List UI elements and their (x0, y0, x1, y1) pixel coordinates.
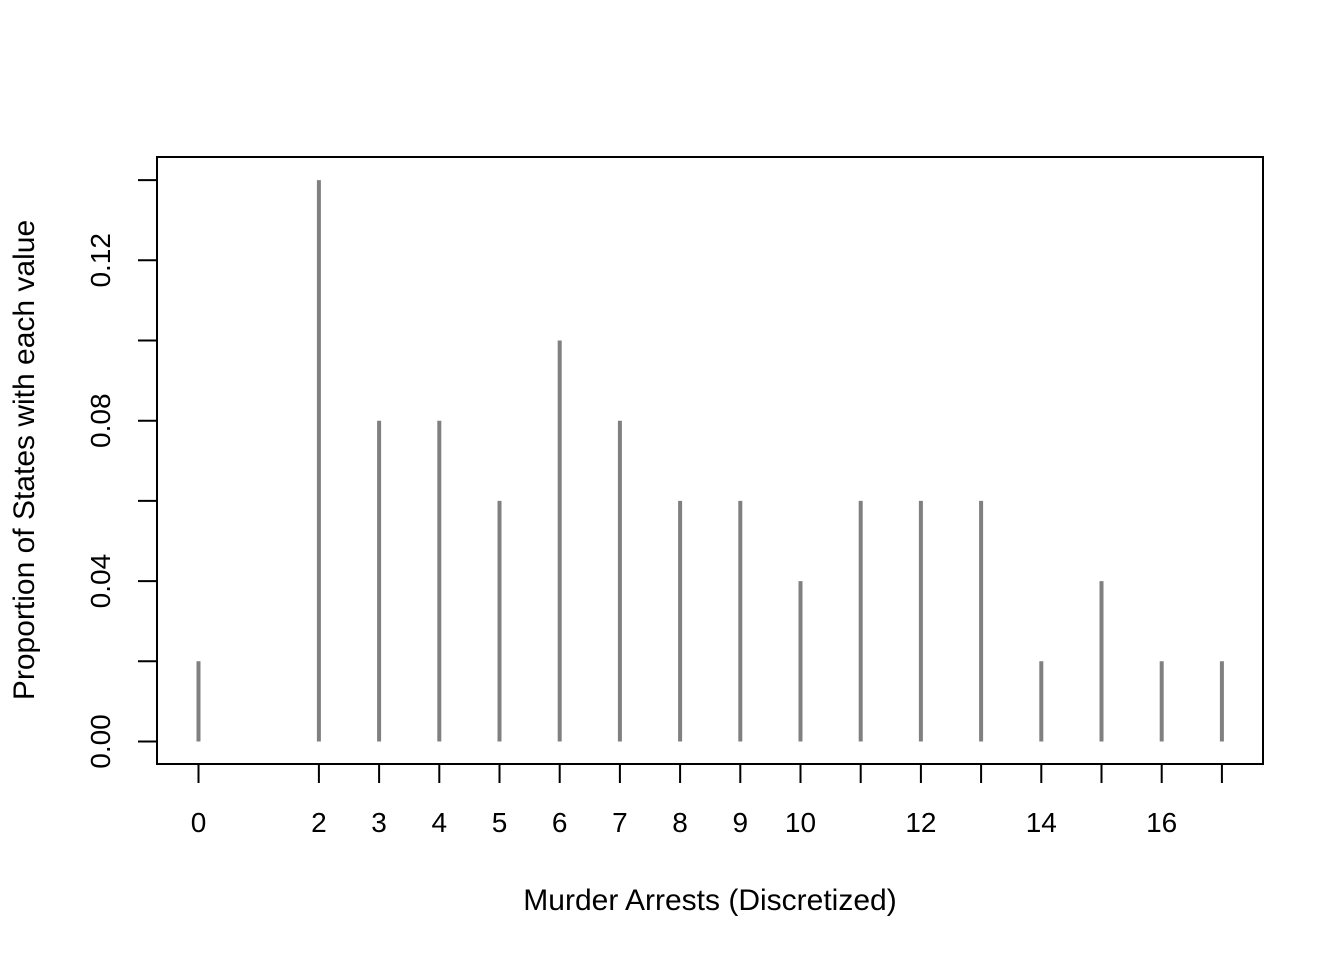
y-tick-label: 0.08 (85, 393, 116, 448)
x-tick-label: 16 (1146, 807, 1177, 838)
x-tick-label: 5 (492, 807, 508, 838)
x-axis-title: Murder Arrests (Discretized) (523, 884, 896, 917)
x-tick-label: 8 (672, 807, 688, 838)
y-tick-label: 0.00 (85, 714, 116, 769)
spikes (196, 180, 1224, 742)
x-tick-label: 7 (612, 807, 628, 838)
x-tick-label: 0 (191, 807, 207, 838)
x-tick-label: 4 (432, 807, 448, 838)
x-tick-label: 9 (733, 807, 749, 838)
x-tick-label: 2 (311, 807, 327, 838)
x-tick-label: 3 (371, 807, 387, 838)
plot-frame (156, 156, 1264, 765)
y-axis: 0.00 0.04 0.08 0.12 (85, 179, 157, 769)
x-axis: 0 2 3 4 5 6 7 8 9 10 12 14 16 (191, 764, 1223, 838)
y-tick-label: 0.12 (85, 233, 116, 288)
y-axis-title: Proportion of States with each value (8, 220, 41, 700)
y-tick-label: 0.04 (85, 554, 116, 609)
x-tick-label: 10 (785, 807, 816, 838)
x-tick-label: 6 (552, 807, 568, 838)
x-tick-label: 14 (1026, 807, 1057, 838)
x-tick-label: 12 (905, 807, 936, 838)
